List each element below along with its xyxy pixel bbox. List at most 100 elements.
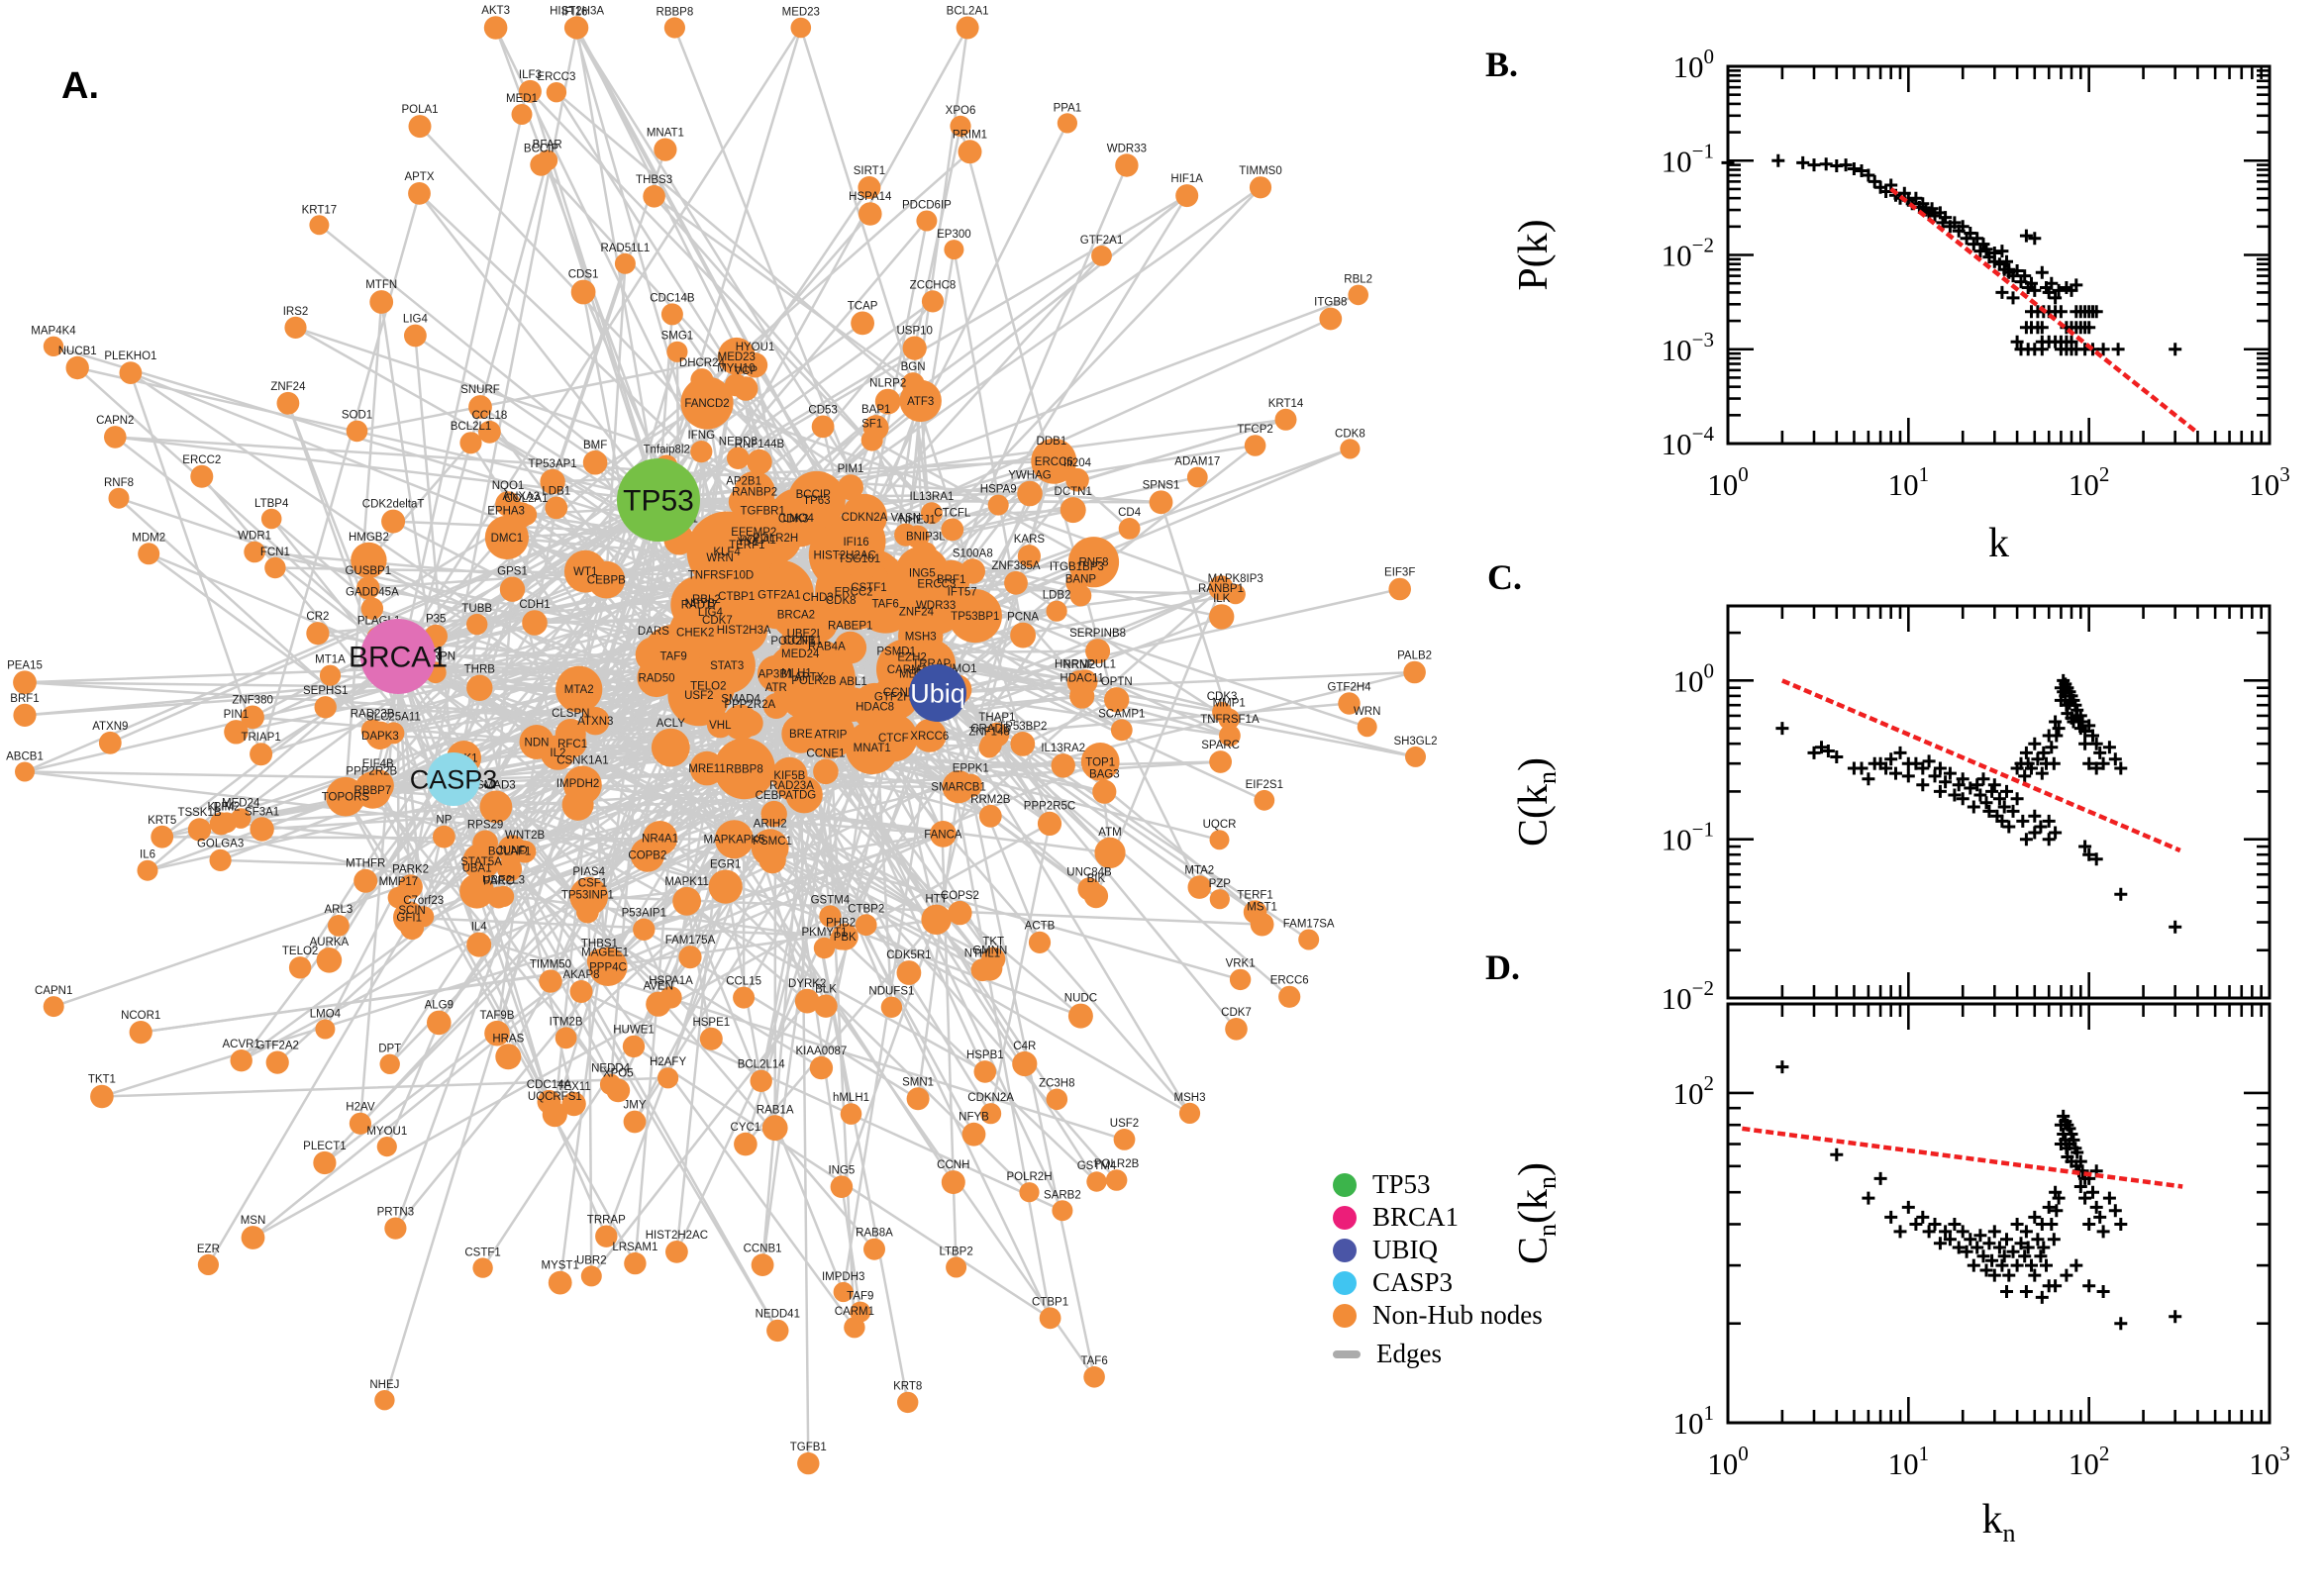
network-node: [1403, 660, 1426, 684]
network-node-label: MDM2: [132, 532, 165, 544]
network-node: [230, 1049, 252, 1072]
network-node-label: CEBPB: [587, 575, 626, 587]
network-node-label: TAF6: [1080, 1355, 1107, 1367]
network-edge: [950, 163, 1129, 581]
network-node-label: HTT: [925, 894, 947, 906]
network-node-label: CCNB1: [783, 636, 822, 648]
network-node: [1091, 246, 1112, 266]
network-node: [561, 1091, 586, 1117]
network-node-label: VRK1: [1226, 958, 1256, 970]
network-node-label: LMO4: [310, 1009, 342, 1021]
network-node: [902, 336, 927, 360]
network-node: [851, 311, 874, 336]
network-node: [284, 316, 307, 339]
network-node: [569, 980, 593, 1003]
network-node: [1104, 687, 1130, 713]
data-point-plus: [2047, 756, 2061, 770]
axis-tick-label: 100: [1673, 45, 1715, 84]
network-node-label: AURKA: [310, 937, 350, 948]
network-node-label: ZNF380: [232, 695, 273, 707]
network-node: [1187, 875, 1212, 899]
network-node: [813, 758, 839, 785]
network-node: [351, 542, 387, 579]
network-node-label: BRF1: [937, 574, 965, 586]
network-node-label: PRIM1: [953, 129, 987, 141]
network-node: [1060, 497, 1086, 524]
data-point-plus: [1821, 745, 1835, 757]
network-node-label: IFI16: [561, 7, 587, 19]
data-point-plus: [2086, 1185, 2099, 1199]
network-node-label: BAP1: [861, 404, 890, 416]
network-node: [43, 996, 64, 1018]
network-node: [614, 252, 636, 274]
network-node-label: PSMC1: [753, 836, 792, 848]
network-node: [1067, 1003, 1093, 1029]
network-node-label: NUDC: [1064, 993, 1097, 1005]
network-node-label: ATXN9: [92, 721, 128, 733]
data-point-plus: [1884, 1210, 1898, 1224]
network-node-label: SF1: [861, 419, 882, 431]
network-node-label: KIAA0087: [796, 1046, 848, 1057]
network-node-label: TIMMS0: [1239, 165, 1281, 177]
network-node: [1046, 1088, 1068, 1111]
data-point-plus: [1873, 1171, 1887, 1185]
network-node-label: ING5: [828, 1164, 855, 1176]
network-node: [1052, 1200, 1073, 1222]
network-node-label: IFNG: [688, 430, 716, 442]
network-node: [961, 1122, 986, 1147]
network-node-label: THBS3: [636, 174, 672, 186]
network-node-label: SOD1: [342, 410, 372, 422]
network-node-label: HSPE1: [692, 1017, 730, 1029]
data-point-plus: [2000, 784, 2013, 798]
data-point-plus: [2049, 715, 2063, 729]
network-node-label: Ifi204: [1063, 457, 1092, 469]
panel-c-label: C.: [1487, 557, 1522, 597]
network-node: [1004, 570, 1028, 595]
network-node-label: THBS1: [581, 938, 618, 949]
data-point-plus: [1939, 211, 1953, 225]
network-node: [762, 693, 789, 719]
network-node-label: NQO1: [492, 480, 525, 492]
network-node-label: CDS1: [568, 269, 599, 281]
data-point-plus: [1992, 1241, 2006, 1254]
network-node: [714, 738, 775, 800]
data-point-plus: [2035, 265, 2049, 279]
network-node: [224, 720, 249, 745]
data-point-plus: [1939, 1225, 1953, 1239]
network-node-label: CYC1: [731, 1122, 761, 1134]
network-node-label: PKMYT1: [801, 927, 847, 939]
network-node-label: VCP: [734, 365, 758, 377]
network-node-label: TKT1: [88, 1074, 116, 1086]
network-node-label: CR2: [306, 611, 329, 623]
network-node: [844, 1317, 865, 1339]
data-point-plus: [2073, 1180, 2087, 1193]
network-node: [780, 628, 805, 653]
network-node-label: HSPA1A: [649, 975, 693, 987]
network-node-label: SCAMP1: [1098, 709, 1145, 721]
panel-b-label: B.: [1485, 45, 1519, 84]
network-edge: [913, 125, 962, 349]
data-point-plus: [2000, 254, 2013, 268]
network-node-label: RAD23A: [769, 780, 814, 792]
network-node-label: FANCA: [924, 829, 962, 841]
network-node: [1186, 466, 1208, 488]
network-node: [841, 540, 878, 577]
data-point-plus: [2042, 814, 2056, 828]
data-point-plus: [1976, 1249, 1990, 1263]
data-point-plus: [1815, 741, 1828, 754]
data-point-plus: [1964, 227, 1977, 240]
network-node: [313, 1150, 337, 1175]
network-node: [633, 918, 656, 941]
network-node-label: HIST2H3A: [550, 5, 604, 17]
network-node: [1225, 583, 1246, 605]
network-node-label: NHEJ: [369, 1379, 399, 1391]
network-node: [699, 1027, 723, 1050]
network-node-label: NLRP2: [869, 378, 906, 390]
network-node-label: IFT57: [948, 586, 977, 598]
axis-tick-label: 101: [1888, 1442, 1930, 1481]
network-node-label: hMLH1: [833, 1092, 869, 1104]
network-node-label: ACTB: [1025, 921, 1056, 933]
network-node-label: CAPN1: [35, 985, 72, 997]
network-node: [260, 508, 282, 530]
